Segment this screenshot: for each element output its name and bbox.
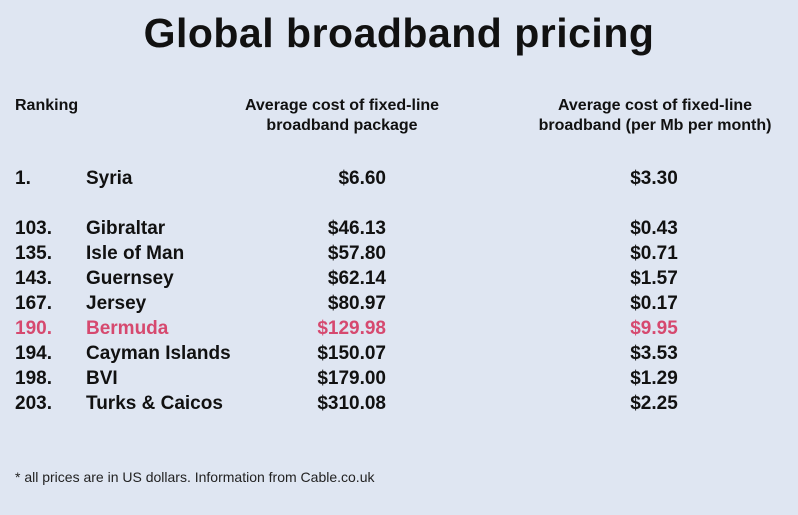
country-cell: Guernsey	[86, 268, 174, 289]
rank-cell: 190.	[15, 318, 52, 339]
per-mb-cost-cell: $9.95	[630, 318, 678, 339]
package-cost-cell: $46.13	[327, 218, 386, 239]
table-row: 143. Guernsey $62.14 $1.57	[0, 266, 798, 291]
rank-cell: 143.	[15, 268, 52, 289]
country-cell: Isle of Man	[86, 243, 185, 264]
package-cost-cell: $62.14	[327, 268, 386, 289]
package-cost-cell: $57.80	[327, 243, 386, 264]
package-cost-cell: $179.00	[317, 368, 386, 389]
per-mb-cost-cell: $0.71	[630, 243, 678, 264]
header-package-cost-line2: broadband package	[266, 117, 418, 134]
per-mb-cost-cell: $1.29	[630, 368, 678, 389]
package-cost-cell: $310.08	[317, 393, 386, 414]
package-cost-cell: $80.97	[327, 293, 386, 314]
country-cell: BVI	[86, 368, 118, 389]
country-cell: Cayman Islands	[86, 343, 231, 364]
table-row: 190. Bermuda $129.98 $9.95	[0, 316, 798, 341]
rank-cell: 1.	[15, 168, 31, 189]
header-per-mb-cost-line1: Average cost of fixed-line	[557, 97, 753, 114]
chart-title: Global broadband pricing	[143, 10, 655, 56]
package-cost-cell: $150.07	[317, 343, 386, 364]
header-per-mb-cost-line2: broadband (per Mb per month)	[538, 117, 772, 134]
per-mb-cost-cell: $3.30	[630, 168, 678, 189]
table-row: 194. Cayman Islands $150.07 $3.53	[0, 341, 798, 366]
package-cost-cell: $6.60	[338, 168, 386, 189]
country-cell: Bermuda	[86, 318, 169, 339]
package-cost-cell: $129.98	[317, 318, 386, 339]
table-row: 103. Gibraltar $46.13 $0.43	[0, 216, 798, 241]
country-cell: Syria	[86, 168, 133, 189]
table-row: 198. BVI $179.00 $1.29	[0, 366, 798, 391]
per-mb-cost-cell: $3.53	[630, 343, 678, 364]
header-ranking: Ranking	[15, 97, 79, 114]
table-row: 1. Syria $6.60 $3.30	[0, 166, 798, 191]
table-row: 167. Jersey $80.97 $0.17	[0, 291, 798, 316]
rank-cell: 103.	[15, 218, 52, 239]
country-cell: Jersey	[86, 293, 147, 314]
per-mb-cost-cell: $1.57	[630, 268, 678, 289]
header-package-cost-line1: Average cost of fixed-line	[244, 97, 440, 114]
country-cell: Gibraltar	[86, 218, 166, 239]
table-row: 135. Isle of Man $57.80 $0.71	[0, 241, 798, 266]
per-mb-cost-cell: $2.25	[630, 393, 678, 414]
rank-cell: 194.	[15, 343, 52, 364]
rank-cell: 167.	[15, 293, 52, 314]
country-cell: Turks & Caicos	[86, 393, 223, 414]
per-mb-cost-cell: $0.43	[630, 218, 678, 239]
rank-cell: 135.	[15, 243, 52, 264]
table-row: 203. Turks & Caicos $310.08 $2.25	[0, 391, 798, 416]
footnote: * all prices are in US dollars. Informat…	[15, 469, 375, 485]
rank-cell: 198.	[15, 368, 52, 389]
rank-cell: 203.	[15, 393, 52, 414]
header-per-mb-cost: Average cost of fixed-line broadband (pe…	[510, 96, 798, 136]
header-package-cost: Average cost of fixed-line broadband pac…	[222, 96, 462, 136]
per-mb-cost-cell: $0.17	[630, 293, 678, 314]
